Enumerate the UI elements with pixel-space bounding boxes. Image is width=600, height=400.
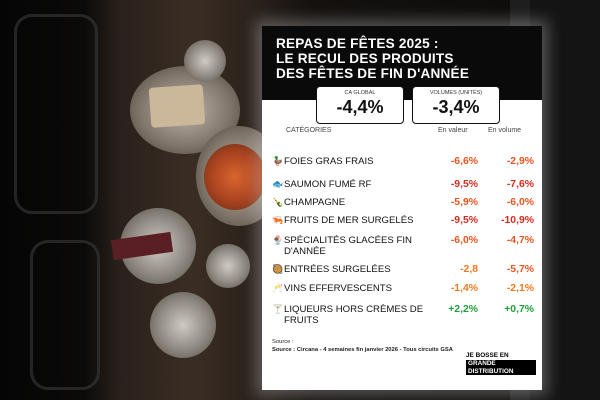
chair xyxy=(30,240,100,390)
value-change: -9,5% xyxy=(450,179,478,190)
table-row: 🍸 LIQUEURS HORS CRÈMES DE FRUITS +2,2% +0,7… xyxy=(272,304,534,334)
column-header-category: CATÉGORIES xyxy=(286,127,332,134)
source-text: Source : Circana - 4 semaines fin janvie… xyxy=(272,347,453,353)
volume-change: -5,7% xyxy=(506,264,534,275)
value-change: -1,4% xyxy=(450,283,478,294)
duck-icon: 🦆 xyxy=(272,156,284,166)
category-label: FOIES GRAS FRAIS xyxy=(284,156,374,167)
source-note: Source : Source : Circana - 4 semaines f… xyxy=(272,338,462,354)
chair xyxy=(14,14,98,214)
brand-logo: JE BOSSE EN GRANDE DISTRIBUTION xyxy=(466,352,536,378)
card-title-line: REPAS DE FÊTES 2025 : xyxy=(276,36,439,51)
ice-cream-icon: 🍨 xyxy=(272,235,284,245)
fish-icon: 🐟 xyxy=(272,179,284,189)
volume-change: +0,7% xyxy=(504,304,534,315)
value-change: +2,2% xyxy=(448,304,478,315)
dish-icon: 🥘 xyxy=(272,264,284,274)
brand-line: GRANDE DISTRIBUTION xyxy=(466,360,536,375)
table-row: 🍾 CHAMPAGNE -5,9% -6,0% xyxy=(272,197,534,227)
liqueur-icon: 🍸 xyxy=(272,304,284,314)
plate xyxy=(206,244,250,288)
table-row: 🦆 FOIES GRAS FRAIS -6,6% -2,9% xyxy=(272,156,534,186)
value-change: -5,9% xyxy=(450,197,478,208)
value-change: -6,0% xyxy=(450,235,478,246)
kpi-value: -4,4% xyxy=(336,97,384,117)
table-row: 🥂 VINS EFFERVESCENTS -1,4% -2,1% xyxy=(272,283,534,313)
kpi-label: CA GLOBAL xyxy=(344,90,376,96)
volume-change: -2,9% xyxy=(506,156,534,167)
column-header-value: En valeur xyxy=(438,127,468,134)
value-change: -2,8 xyxy=(460,264,478,275)
column-header-volume: En volume xyxy=(488,127,522,134)
category-label: LIQUEURS HORS CRÈMES DE FRUITS xyxy=(284,304,424,326)
card-title-line: DES FÊTES DE FIN D'ANNÉE xyxy=(276,66,470,81)
table-row: 🍨 SPÉCIALITÉS GLACÉES FIN D'ANNÉE -6,0% -4,… xyxy=(272,235,534,265)
category-label: SPÉCIALITÉS GLACÉES FIN D'ANNÉE xyxy=(284,235,412,257)
kpi-value: -3,4% xyxy=(432,97,480,117)
shrimp-icon: 🦐 xyxy=(272,215,284,225)
food-dish xyxy=(204,144,266,210)
value-change: -9,5% xyxy=(450,215,478,226)
category-label: CHAMPAGNE xyxy=(284,197,346,208)
volume-change: -2,1% xyxy=(506,283,534,294)
table-row: 🥘 ENTRÉES SURGELÉES -2,8 -5,7% xyxy=(272,264,534,294)
table-row: 🐟 SAUMON FUMÉ RF -9,5% -7,6% xyxy=(272,179,534,209)
volume-change: -7,6% xyxy=(506,179,534,190)
source-label: Source : xyxy=(272,339,294,345)
card-title-line: LE RECUL DES PRODUITS xyxy=(276,51,454,66)
brand-line: JE BOSSE EN xyxy=(466,352,509,359)
glasses-icon: 🥂 xyxy=(272,283,284,293)
kpi-box-volumes: VOLUMES (UNITÉS) -3,4% xyxy=(412,86,500,124)
champagne-icon: 🍾 xyxy=(272,197,284,207)
table-row: 🦐 FRUITS DE MER SURGELÉS -9,5% -10,9% xyxy=(272,215,534,245)
volume-change: -6,0% xyxy=(506,197,534,208)
category-label: SAUMON FUMÉ RF xyxy=(284,179,372,190)
volume-change: -10,9% xyxy=(501,215,534,226)
volume-change: -4,7% xyxy=(506,235,534,246)
bread xyxy=(148,84,206,128)
kpi-label: VOLUMES (UNITÉS) xyxy=(429,90,483,96)
plate xyxy=(184,40,226,82)
category-label: ENTRÉES SURGELÉES xyxy=(284,264,391,275)
category-label: VINS EFFERVESCENTS xyxy=(284,283,393,294)
category-label: FRUITS DE MER SURGELÉS xyxy=(284,215,414,226)
kpi-box-ca-global: CA GLOBAL -4,4% xyxy=(316,86,404,124)
value-change: -6,6% xyxy=(450,156,478,167)
infographic-card: REPAS DE FÊTES 2025 : LE RECUL DES PRODU… xyxy=(262,26,542,390)
plate xyxy=(150,292,216,358)
